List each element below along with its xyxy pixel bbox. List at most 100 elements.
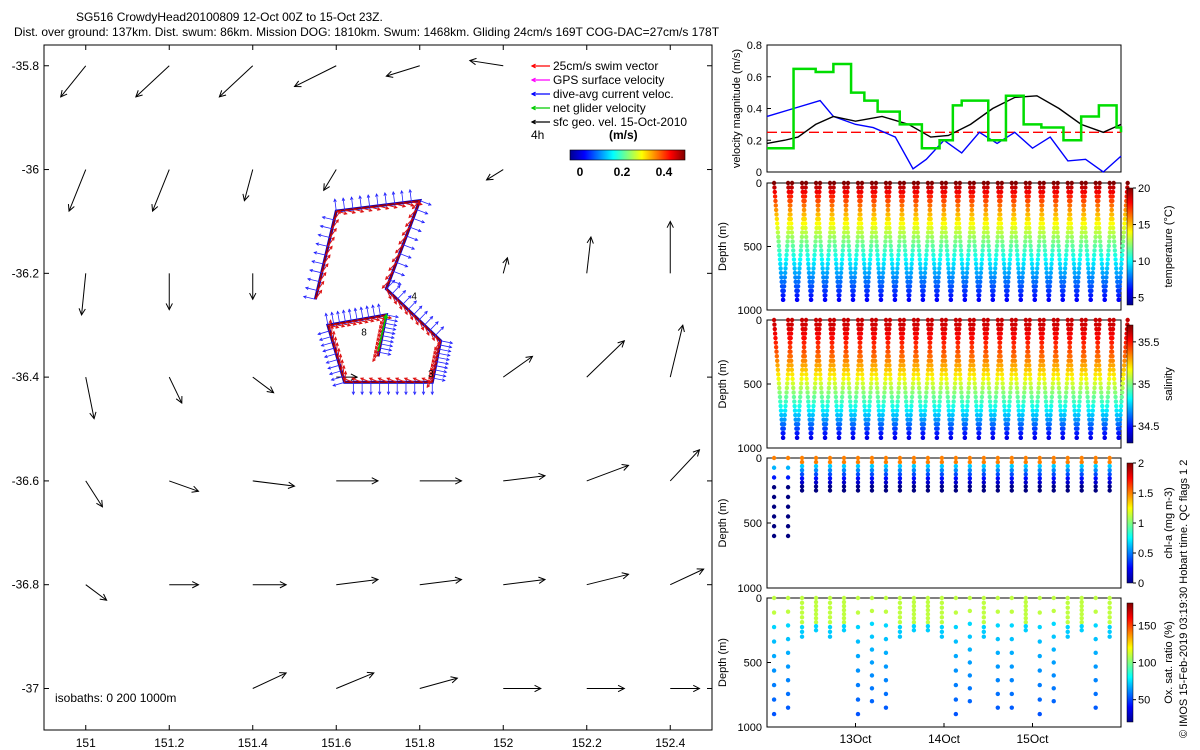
salinity-sample	[1008, 385, 1013, 391]
salinity-sample	[1084, 376, 1089, 382]
temperature-sample	[1085, 257, 1090, 262]
salinity-sample	[819, 390, 824, 395]
temperature-sample	[862, 266, 867, 271]
salinity-sample	[991, 421, 997, 427]
temperature-sample	[777, 252, 782, 258]
temperature-sample	[981, 180, 987, 186]
temperature-sample	[866, 279, 871, 285]
salinity-sample	[1105, 390, 1111, 395]
temperature-sample	[923, 266, 928, 271]
dive-avg-current-arrow	[320, 341, 334, 347]
salinity-sample	[988, 403, 993, 409]
salinity-sample	[836, 435, 842, 440]
chla-sample	[1093, 472, 1098, 477]
dive-avg-current-arrow	[371, 304, 376, 317]
salinity-sample	[896, 381, 902, 386]
temperature-sample	[937, 266, 942, 271]
oxy-sample	[1065, 619, 1070, 625]
salinity-sample	[786, 326, 791, 332]
salinity-sample	[837, 426, 842, 431]
salinity-sample	[959, 399, 965, 404]
chla-sample	[1079, 484, 1084, 489]
temperature-sample	[874, 239, 879, 244]
temperature-sample	[799, 239, 804, 244]
salinity-sample	[901, 317, 907, 323]
oxy-sample	[813, 615, 819, 621]
salinity-sample	[1051, 317, 1056, 323]
oxy-sample	[1065, 595, 1070, 601]
salinity-sample	[828, 367, 833, 373]
salinity-sample	[1013, 372, 1019, 377]
salinity-sample	[939, 376, 944, 382]
temperature-sample	[825, 257, 831, 262]
chla-sample	[813, 455, 819, 461]
salinity-sample	[893, 426, 898, 431]
salinity-sample	[814, 322, 819, 327]
salinity-sample	[1008, 381, 1014, 386]
salinity-sample	[816, 358, 822, 363]
temperature-sample	[784, 252, 789, 258]
temperature-sample	[874, 243, 880, 249]
temperature-sample	[1013, 185, 1018, 190]
temperature-sample	[1113, 252, 1118, 258]
salinity-sample	[960, 412, 966, 418]
salinity-sample	[922, 417, 927, 422]
temperature-sample	[924, 248, 929, 253]
temperature-sample	[995, 185, 1001, 190]
temperature-sample	[1075, 288, 1080, 294]
temperature-sample	[1007, 257, 1013, 262]
temperature-sample	[1005, 279, 1011, 285]
temperature-sample	[987, 261, 993, 267]
temperature-sample	[776, 243, 782, 249]
oxy-sample	[1079, 624, 1084, 629]
temperature-sample	[828, 189, 833, 195]
salinity-sample	[897, 367, 903, 373]
oxy-sample	[799, 600, 805, 606]
temperature-sample	[1049, 257, 1055, 262]
temperature-sample	[909, 266, 914, 271]
chla-sample	[1093, 476, 1098, 481]
salinity-sample	[935, 426, 940, 431]
salinity-sample	[1038, 331, 1043, 336]
swim-vector-arrow	[323, 254, 331, 265]
temperature-sample	[785, 234, 791, 240]
temperature-sample	[887, 230, 892, 235]
dive-avg-current-arrow	[412, 217, 426, 224]
chla-y-label: Depth (m)	[717, 499, 729, 548]
dive-avg-current-arrow	[389, 279, 402, 286]
salinity-sample	[892, 435, 898, 440]
chla-sample	[1107, 480, 1112, 485]
temperature-sample	[1020, 275, 1025, 280]
salinity-sample	[1081, 340, 1086, 345]
chla-sample	[799, 467, 805, 473]
temperature-sample	[782, 279, 787, 285]
salinity-sample	[848, 403, 853, 409]
chla-sample	[1037, 476, 1042, 481]
chla-sample	[953, 480, 959, 485]
chla-sample	[1065, 455, 1070, 461]
salinity-sample	[897, 376, 902, 382]
temperature-sample	[964, 270, 970, 276]
temperature-sample	[1057, 261, 1063, 267]
temperature-sample	[1062, 266, 1068, 271]
temperature-sample	[843, 207, 849, 213]
chla-sample	[995, 480, 1001, 485]
temperature-sample	[1008, 252, 1013, 258]
temperature-sample	[915, 180, 921, 186]
oxy-sample	[967, 621, 973, 626]
temperature-sample	[899, 203, 904, 208]
temperature-sample	[1036, 243, 1042, 249]
temperature-sample	[893, 293, 898, 298]
chla-sample	[883, 480, 889, 485]
chla-sample	[813, 459, 819, 465]
oxy-sample	[785, 595, 791, 601]
salinity-sample	[1023, 376, 1028, 382]
temperature-sample	[904, 266, 909, 271]
map-y-tick-label: -35.8	[12, 59, 40, 73]
chla-sample	[967, 480, 973, 485]
temperature-sample	[1051, 234, 1056, 240]
temperature-sample	[1035, 257, 1041, 262]
temperature-sample	[909, 257, 915, 262]
temperature-sample	[963, 288, 968, 294]
salinity-sample	[957, 322, 962, 327]
